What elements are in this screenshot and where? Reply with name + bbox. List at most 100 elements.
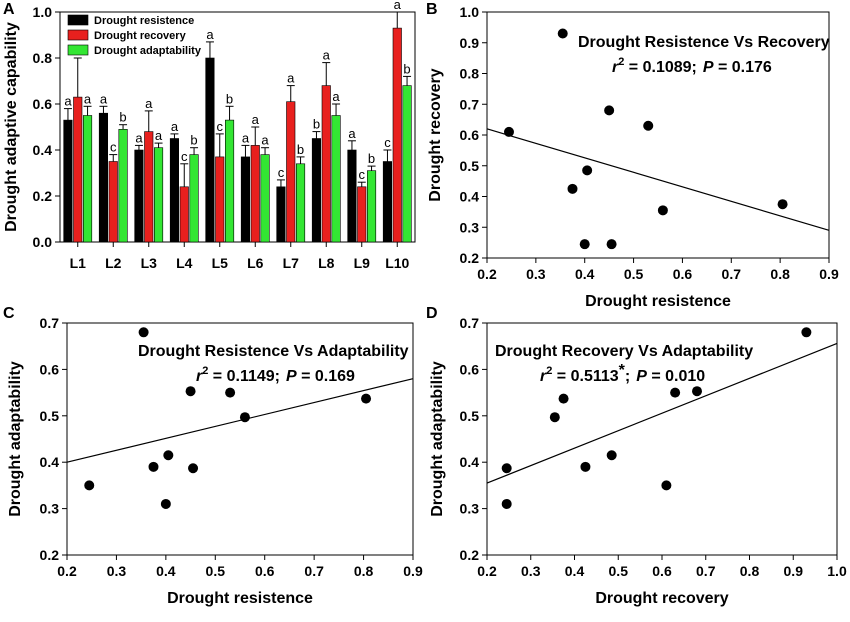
y-tick-label: 0.5 xyxy=(40,408,60,424)
legend-entry: Drought resistence xyxy=(94,15,194,27)
bar xyxy=(215,156,225,243)
bar xyxy=(118,129,128,243)
bar xyxy=(321,85,331,243)
plot-frame xyxy=(59,11,416,243)
significance-letter: a xyxy=(261,133,269,148)
x-axis-label: Drought resistence xyxy=(585,293,731,310)
bar xyxy=(331,115,341,243)
y-tick-label: 0.3 xyxy=(460,501,480,517)
data-point xyxy=(549,412,560,423)
data-point xyxy=(606,450,617,461)
significance-letter: b xyxy=(226,91,233,106)
p-value: = 0.010 xyxy=(647,368,705,385)
y-tick-label: 1.0 xyxy=(460,4,480,20)
data-point xyxy=(606,239,617,250)
panel-d-scatter: 0.2 0.3 0.4 0.5 0.6 0.7 0.8 0.9 1.0 0.2 0.3 0.4 0.5 0… xyxy=(429,315,847,607)
significance-letter: b xyxy=(368,151,375,166)
panel-label-a: A xyxy=(3,1,15,18)
significance-letter: a xyxy=(287,71,295,86)
bar xyxy=(260,154,270,243)
r-squared-value: = 0.1149; xyxy=(208,368,280,385)
data-point xyxy=(643,120,654,131)
x-tick-label: 0.8 xyxy=(770,266,790,282)
y-tick-label: 0.8 xyxy=(460,66,480,82)
regression-line xyxy=(66,378,414,463)
r-squared-symbol: r xyxy=(540,368,547,385)
panel-b-scatter: 0.2 0.3 0.4 0.5 0.6 0.7 0.8 0.9 0.2 0.3 0.4 0.5 0.6 0… xyxy=(427,4,839,310)
x-tick-label: L5 xyxy=(212,255,229,271)
bar xyxy=(225,119,235,243)
bar xyxy=(347,149,357,243)
x-axis-label: Drought recovery xyxy=(595,590,728,607)
data-point xyxy=(225,387,236,398)
significance-letter: c xyxy=(110,140,117,155)
bar xyxy=(295,163,306,243)
x-tick-label: 0.3 xyxy=(526,266,546,282)
x-tick-label: 0.6 xyxy=(652,563,672,579)
panel-label-c: C xyxy=(3,305,15,322)
data-point xyxy=(661,480,672,491)
significance-letter: a xyxy=(171,119,179,134)
y-axis-label: Drought adaptability xyxy=(429,361,446,517)
y-tick-label: 0.5 xyxy=(460,158,480,174)
data-point xyxy=(670,387,681,398)
regression-line xyxy=(486,342,838,484)
regression-line xyxy=(486,128,830,231)
p-symbol: P xyxy=(703,59,714,76)
data-point xyxy=(501,498,512,509)
significance-letter: a xyxy=(242,130,250,145)
significance-letter: a xyxy=(252,112,260,127)
p-value: = 0.176 xyxy=(714,59,772,76)
y-tick-label: 0.2 xyxy=(33,188,53,204)
legend-swatch xyxy=(67,44,89,56)
statistics-line: r2 = 0.1149; P = 0.169 xyxy=(196,365,355,385)
squared-superscript: 2 xyxy=(546,365,552,377)
bar xyxy=(98,112,108,243)
statistics-line: r2 = 0.1089; P = 0.176 xyxy=(612,56,772,76)
x-tick-label: L9 xyxy=(354,255,371,271)
x-tick-label: L3 xyxy=(141,255,158,271)
y-tick-label: 0.6 xyxy=(460,361,480,377)
legend-swatch xyxy=(67,29,89,41)
y-tick-label: 0.0 xyxy=(33,234,53,250)
bar xyxy=(189,154,199,243)
bar xyxy=(205,57,215,243)
x-tick-label: 0.2 xyxy=(57,563,77,579)
p-value: = 0.169 xyxy=(297,368,355,385)
data-point xyxy=(188,463,199,474)
x-tick-label: L1 xyxy=(70,255,87,271)
r-squared-value: = 0.1089; xyxy=(624,59,697,76)
significance-letter: a xyxy=(84,91,92,106)
significance-letter: a xyxy=(64,94,72,109)
x-tick-label: L7 xyxy=(283,255,300,271)
squared-superscript: 2 xyxy=(618,56,624,68)
significance-letter: a xyxy=(206,27,214,42)
y-tick-label: 0.4 xyxy=(460,454,480,470)
x-tick-label: 0.5 xyxy=(609,563,629,579)
y-tick-label: 0.2 xyxy=(460,547,480,563)
y-tick-label: 0.3 xyxy=(40,501,60,517)
data-point xyxy=(692,386,702,397)
squared-superscript: 2 xyxy=(202,365,208,377)
bar xyxy=(108,161,118,243)
significance-letter: a xyxy=(332,89,340,104)
significance-letter: c xyxy=(217,119,224,134)
plot-frame xyxy=(66,322,414,556)
y-tick-label: 0.2 xyxy=(40,547,60,563)
bar xyxy=(63,119,73,243)
legend-entry: Drought adaptability xyxy=(94,45,202,57)
bar xyxy=(311,138,322,243)
y-tick-label: 0.3 xyxy=(460,219,480,235)
bar xyxy=(169,138,179,243)
significance-letter: a xyxy=(145,96,153,111)
y-tick-label: 0.7 xyxy=(460,96,480,112)
bar xyxy=(286,101,296,243)
r-squared-value: = 0.5113 xyxy=(552,368,618,385)
panel-title: Drought Resistence Vs Adaptability xyxy=(138,343,409,360)
y-tick-label: 0.5 xyxy=(460,408,480,424)
significance-letter: b xyxy=(403,61,410,76)
data-point xyxy=(185,386,196,397)
data-point xyxy=(503,126,514,137)
data-point xyxy=(163,450,174,461)
